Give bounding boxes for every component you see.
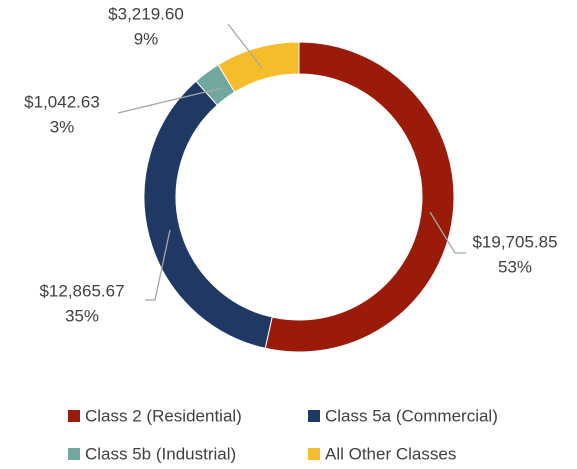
- percent-label: 9%: [134, 29, 159, 48]
- legend-swatch: [308, 410, 320, 422]
- donut-slice: [143, 80, 273, 349]
- data-label: $3,219.60: [108, 4, 184, 23]
- leader-line: [227, 23, 263, 69]
- data-label: $1,042.63: [24, 92, 100, 111]
- legend-swatch: [308, 448, 320, 460]
- donut-slice: [264, 41, 455, 353]
- leader-line: [145, 229, 171, 301]
- legend-label: All Other Classes: [325, 444, 456, 463]
- percent-label: 35%: [65, 306, 99, 325]
- legend-label: Class 5b (Industrial): [85, 444, 236, 463]
- legend-label: Class 5a (Commercial): [325, 406, 498, 425]
- legend-swatch: [68, 410, 80, 422]
- data-label: $12,865.67: [39, 281, 124, 300]
- legend-label: Class 2 (Residential): [85, 406, 242, 425]
- data-label: $19,705.85: [472, 232, 557, 251]
- legend-swatch: [68, 448, 80, 460]
- percent-label: 53%: [498, 257, 532, 276]
- donut-slice: [217, 41, 300, 93]
- leader-line: [429, 211, 466, 254]
- percent-label: 3%: [50, 117, 75, 136]
- leader-line: [117, 87, 223, 114]
